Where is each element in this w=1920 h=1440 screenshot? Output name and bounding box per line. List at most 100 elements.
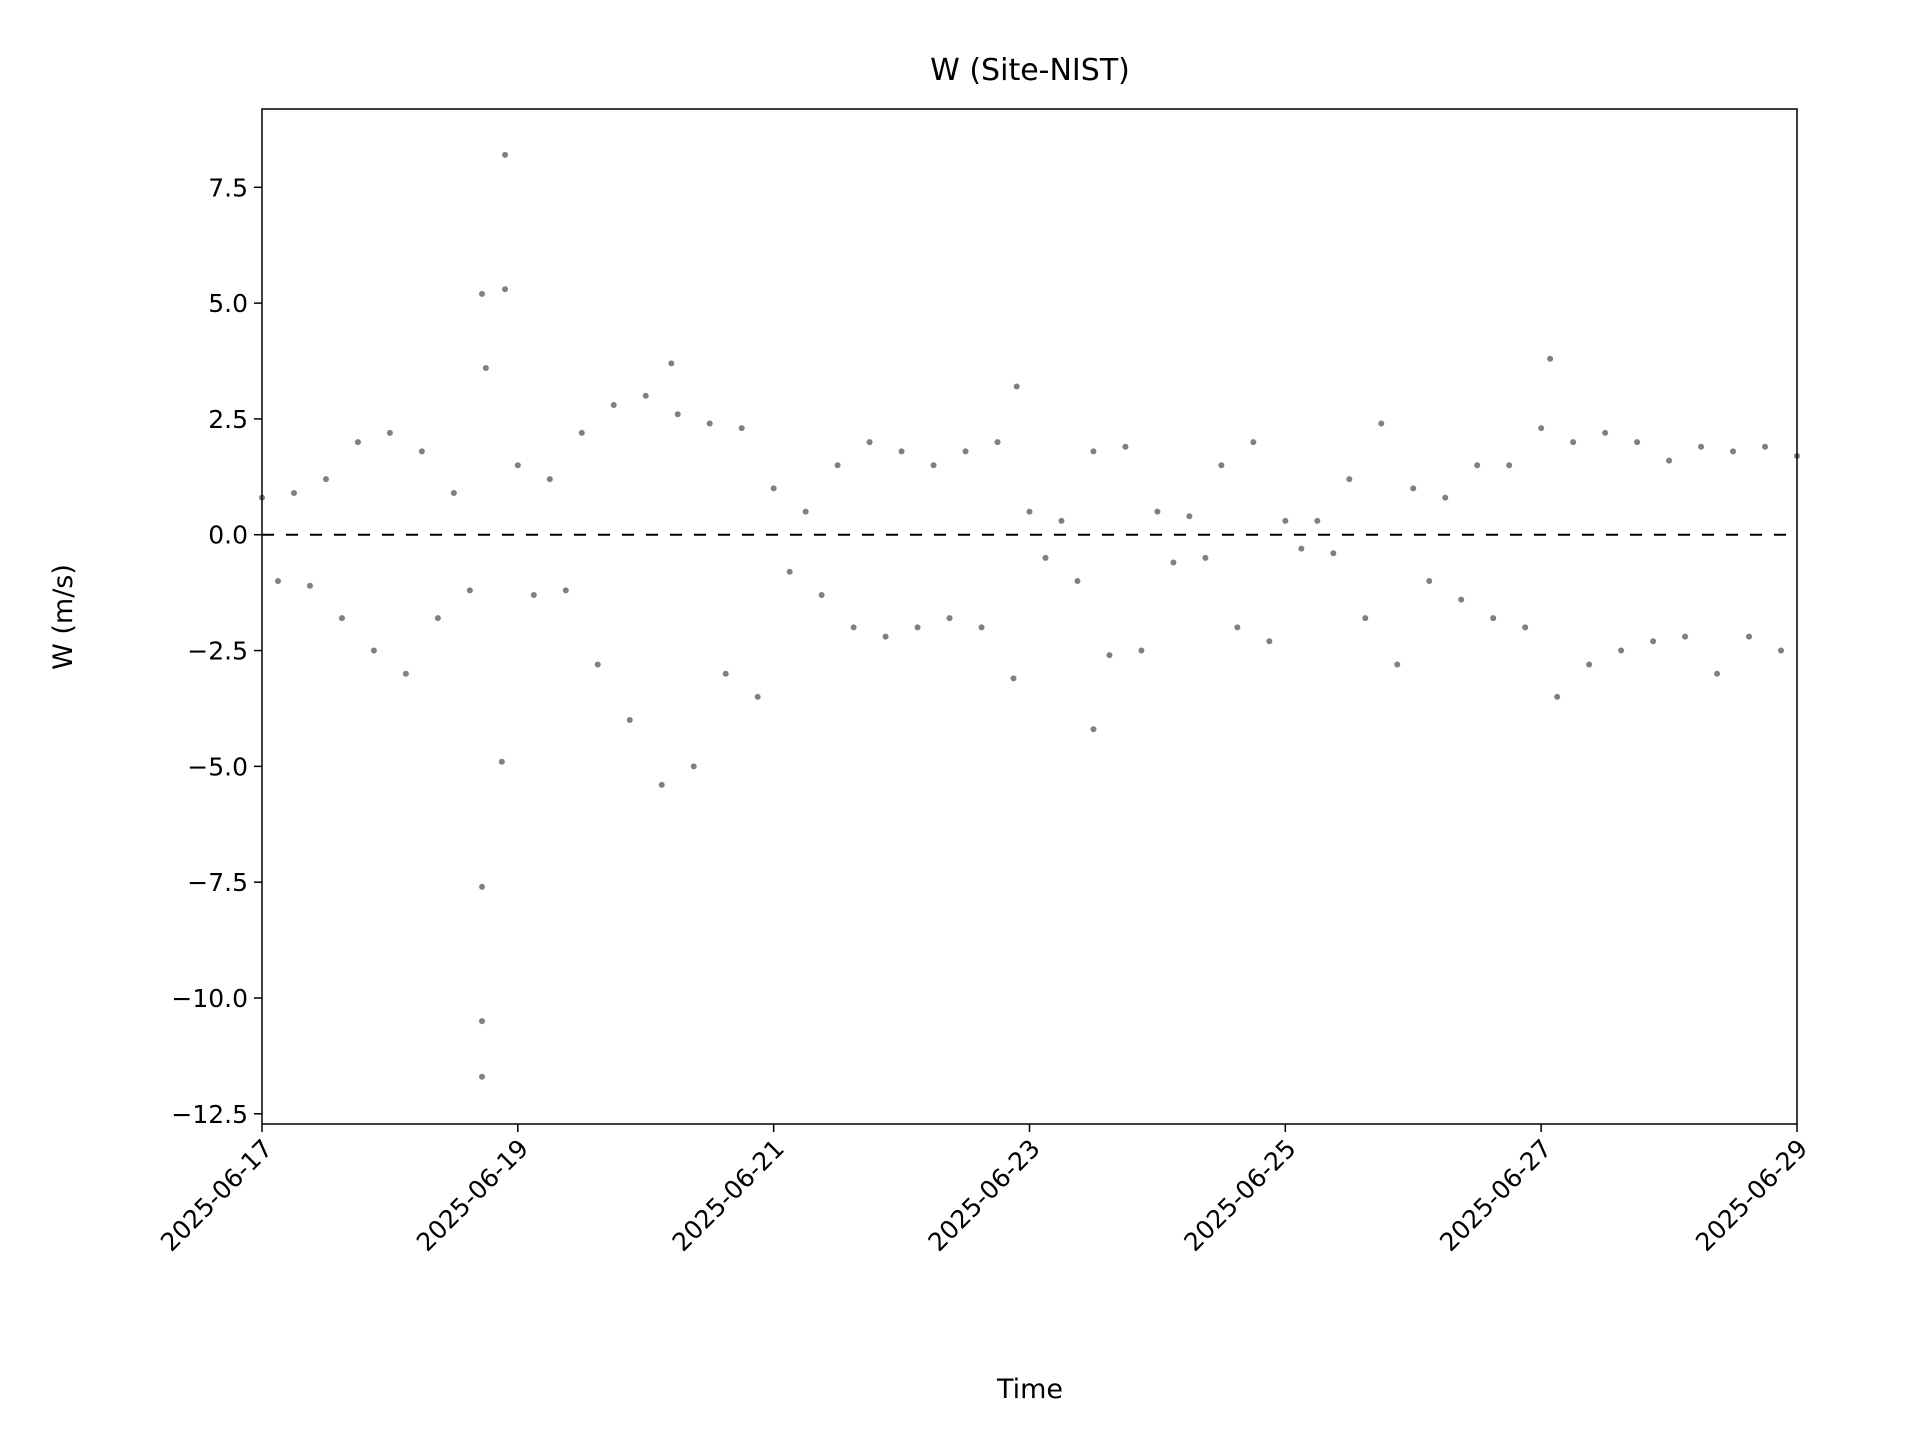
point	[1730, 448, 1737, 455]
point	[1586, 661, 1593, 668]
point	[770, 485, 777, 492]
point	[818, 591, 825, 598]
point	[914, 624, 921, 631]
point	[418, 448, 425, 455]
point	[1746, 633, 1753, 640]
point	[1042, 554, 1049, 561]
point	[479, 1073, 486, 1080]
point	[1650, 638, 1657, 645]
point	[479, 883, 486, 890]
point	[530, 591, 537, 598]
point	[1298, 545, 1305, 552]
point	[338, 615, 345, 622]
point	[1106, 652, 1113, 659]
point	[466, 587, 473, 594]
point	[546, 476, 553, 483]
point	[1282, 517, 1289, 524]
point	[834, 462, 841, 469]
chart-title: W (Site-NIST)	[930, 53, 1130, 88]
point	[1154, 508, 1161, 515]
point	[1458, 596, 1465, 603]
plot-frame	[261, 108, 1798, 1125]
point	[479, 290, 486, 297]
point	[610, 402, 617, 409]
point	[594, 661, 601, 668]
x-tick-label: 2025-06-21	[667, 1134, 790, 1257]
point	[1714, 670, 1721, 677]
point	[290, 490, 297, 497]
x-tick-label: 2025-06-29	[1690, 1134, 1813, 1257]
point	[1266, 638, 1273, 645]
point	[402, 670, 409, 677]
point	[498, 758, 505, 765]
point	[1346, 476, 1353, 483]
point	[1634, 439, 1641, 446]
point	[1362, 615, 1369, 622]
point	[1778, 647, 1785, 654]
point	[1186, 513, 1193, 520]
point	[1058, 517, 1065, 524]
point	[1547, 355, 1554, 362]
point	[898, 448, 905, 455]
point	[306, 582, 313, 589]
point	[1314, 517, 1321, 524]
point	[668, 360, 675, 367]
y-tick-label: 5.0	[208, 289, 248, 318]
point	[962, 448, 969, 455]
point	[1666, 457, 1673, 464]
point	[482, 364, 489, 371]
point	[578, 429, 585, 436]
x-tick-label: 2025-06-23	[922, 1134, 1045, 1257]
point	[626, 717, 633, 724]
point	[786, 568, 793, 575]
point	[850, 624, 857, 631]
point	[658, 781, 665, 788]
point	[706, 420, 713, 427]
point	[1474, 462, 1481, 469]
y-tick-label: 2.5	[208, 405, 248, 434]
x-tick-label: 2025-06-19	[411, 1134, 534, 1257]
point	[274, 578, 281, 585]
point	[1762, 443, 1769, 450]
point	[1394, 661, 1401, 668]
point	[370, 647, 377, 654]
point	[1013, 383, 1020, 390]
y-axis-label: W (m/s)	[48, 564, 79, 670]
point	[738, 425, 745, 432]
point	[562, 587, 569, 594]
point	[502, 286, 509, 293]
point	[1218, 462, 1225, 469]
point	[946, 615, 953, 622]
point	[1234, 624, 1241, 631]
point	[722, 670, 729, 677]
point	[882, 633, 889, 640]
point	[1554, 693, 1561, 700]
point	[1682, 633, 1689, 640]
point	[434, 615, 441, 622]
point	[1506, 462, 1513, 469]
y-tick-label: −12.5	[171, 1100, 248, 1129]
point	[1026, 508, 1033, 515]
y-tick-label: 7.5	[208, 173, 248, 202]
point	[1074, 578, 1081, 585]
point	[802, 508, 809, 515]
point	[642, 392, 649, 399]
point	[978, 624, 985, 631]
point	[1122, 443, 1129, 450]
point	[1490, 615, 1497, 622]
point	[1010, 675, 1017, 682]
point	[1090, 726, 1097, 733]
point	[1378, 420, 1385, 427]
x-tick-label: 2025-06-27	[1434, 1134, 1557, 1257]
point	[386, 429, 393, 436]
point	[1138, 647, 1145, 654]
point	[930, 462, 937, 469]
point	[1170, 559, 1177, 566]
point	[1202, 554, 1209, 561]
x-axis-label: Time	[996, 1374, 1063, 1405]
point	[1522, 624, 1529, 631]
point	[450, 490, 457, 497]
point	[1538, 425, 1545, 432]
x-tick-label: 2025-06-25	[1178, 1134, 1301, 1257]
